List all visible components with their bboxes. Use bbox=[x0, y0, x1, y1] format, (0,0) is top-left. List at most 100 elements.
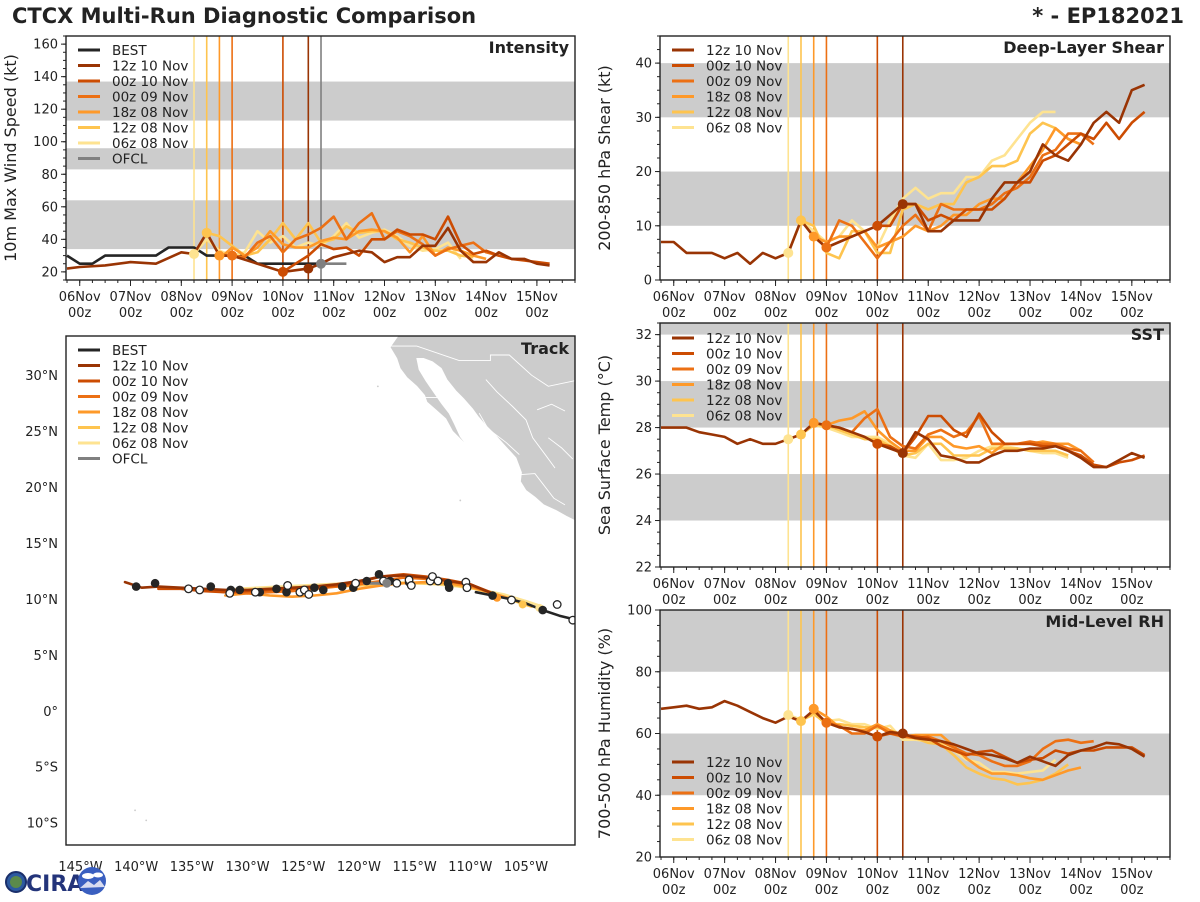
x-tick-label-hour: 00z bbox=[1069, 593, 1093, 608]
x-tick-label-hour: 00z bbox=[967, 883, 991, 898]
init-marker bbox=[783, 434, 794, 445]
lon-tick-label: 115°W bbox=[393, 860, 437, 875]
x-tick-label-hour: 00z bbox=[1120, 306, 1144, 321]
init-marker bbox=[795, 716, 806, 727]
series-group bbox=[661, 83, 1146, 266]
shaded-band bbox=[660, 733, 1170, 796]
x-tick-label-hour: 00z bbox=[866, 883, 890, 898]
x-tick-label-day: 09Nov bbox=[805, 867, 847, 882]
track-position-filled bbox=[337, 582, 347, 591]
legend-label: 00z 09 Nov bbox=[706, 786, 782, 802]
legend-label: 12z 10 Nov bbox=[706, 755, 782, 771]
x-tick-label-hour: 00z bbox=[967, 593, 991, 608]
series-line-best bbox=[66, 246, 321, 266]
series-line-00z-09-nov bbox=[826, 721, 1094, 768]
border-line bbox=[391, 345, 575, 387]
shaded-band bbox=[660, 323, 1170, 335]
series-line-12z-10-nov bbox=[66, 226, 550, 274]
cira-logo-text: CIRA bbox=[26, 872, 84, 897]
legend-label: 00z 09 Nov bbox=[706, 74, 782, 90]
panel-title: Deep-Layer Shear bbox=[1003, 38, 1164, 57]
legend-label: 00z 09 Nov bbox=[112, 390, 188, 406]
map-frame bbox=[65, 335, 576, 846]
x-tick-label-day: 14Nov bbox=[1060, 290, 1102, 305]
panel-title: Track bbox=[521, 339, 569, 358]
series-line-00z-10-nov bbox=[877, 110, 1146, 228]
x-tick-label-day: 12Nov bbox=[958, 290, 1000, 305]
track-position-open bbox=[427, 572, 437, 581]
y-tick-label: 26 bbox=[635, 468, 652, 483]
track-position-filled bbox=[310, 583, 319, 593]
init-marker bbox=[214, 250, 225, 261]
border-line bbox=[519, 473, 566, 506]
x-tick-label-hour: 00z bbox=[322, 306, 346, 321]
legend-label: 06z 08 Nov bbox=[706, 833, 782, 849]
track-position-open bbox=[304, 589, 314, 599]
border-line bbox=[548, 437, 574, 460]
lat-tick-label: 0° bbox=[43, 705, 58, 720]
legend-label: 12z 08 Nov bbox=[112, 121, 188, 137]
x-tick-label-day: 06Nov bbox=[59, 290, 101, 305]
x-tick-label-day: 13Nov bbox=[1009, 290, 1051, 305]
panel-title: SST bbox=[1131, 325, 1164, 344]
panel-title: Intensity bbox=[489, 38, 570, 57]
lon-tick-label: 140°W bbox=[114, 860, 158, 875]
shaded-band bbox=[660, 610, 1170, 672]
legend-label: 12z 08 Nov bbox=[112, 421, 188, 437]
series-line-12z-08-nov bbox=[800, 712, 1069, 786]
init-marker bbox=[897, 448, 908, 459]
x-tick-label-day: 11Nov bbox=[907, 867, 949, 882]
track-position-open bbox=[225, 588, 235, 598]
x-tick-label-hour: 00z bbox=[917, 593, 941, 608]
x-tick-label-hour: 00z bbox=[866, 306, 890, 321]
island bbox=[134, 809, 136, 812]
panel-title: Mid-Level RH bbox=[1045, 612, 1164, 631]
lat-tick-label: 5°N bbox=[34, 649, 59, 664]
track-position-open bbox=[507, 595, 516, 605]
x-tick-label-day: 15Nov bbox=[516, 290, 558, 305]
legend-label: 00z 10 Nov bbox=[112, 374, 188, 390]
legend-label: OFCL bbox=[112, 152, 148, 168]
init-marker bbox=[897, 728, 908, 739]
init-marker bbox=[795, 429, 806, 440]
x-tick-label-day: 09Nov bbox=[805, 577, 847, 592]
cira-logo-icon: CIRA bbox=[5, 867, 106, 897]
legend-label: 18z 08 Nov bbox=[706, 802, 782, 818]
y-tick-label: 80 bbox=[41, 168, 58, 183]
x-tick-label-hour: 00z bbox=[525, 306, 549, 321]
track-position-open bbox=[184, 584, 193, 594]
shear-panel: 01020304006Nov00z07Nov00z08Nov00z09Nov00… bbox=[595, 35, 1171, 321]
y-tick-label: 24 bbox=[635, 514, 652, 529]
x-tick-label-hour: 00z bbox=[170, 306, 194, 321]
legend-label: 06z 08 Nov bbox=[112, 436, 188, 452]
rh-panel: 2040608010006Nov00z07Nov00z08Nov00z09Nov… bbox=[595, 604, 1171, 898]
init-marker bbox=[808, 703, 819, 714]
track-position-open bbox=[433, 576, 443, 586]
y-tick-label: 100 bbox=[627, 604, 652, 619]
track-position-filled bbox=[272, 584, 281, 594]
track-position-filled bbox=[538, 605, 548, 615]
track-position-filled bbox=[282, 587, 291, 597]
figure-title: CTCX Multi-Run Diagnostic Comparison bbox=[12, 4, 477, 28]
x-tick-label-hour: 00z bbox=[1120, 593, 1144, 608]
init-marker bbox=[872, 438, 883, 449]
init-marker bbox=[277, 266, 288, 277]
init-marker bbox=[795, 215, 806, 226]
legend-label: 12z 08 Nov bbox=[706, 105, 782, 121]
x-tick-label-day: 11Nov bbox=[313, 290, 355, 305]
legend-label: 18z 08 Nov bbox=[112, 405, 188, 421]
legend-label: 18z 08 Nov bbox=[706, 90, 782, 106]
x-tick-label-day: 08Nov bbox=[160, 290, 202, 305]
y-tick-label: 22 bbox=[635, 561, 652, 576]
x-tick-label-hour: 00z bbox=[373, 306, 397, 321]
x-tick-label-hour: 00z bbox=[1069, 883, 1093, 898]
x-tick-label-hour: 00z bbox=[1069, 306, 1093, 321]
x-tick-label-hour: 00z bbox=[917, 883, 941, 898]
x-tick-label-hour: 00z bbox=[967, 306, 991, 321]
init-marker bbox=[201, 227, 212, 238]
x-tick-label-day: 13Nov bbox=[1009, 577, 1051, 592]
legend-label: 12z 10 Nov bbox=[706, 43, 782, 59]
track-position-filled bbox=[444, 583, 454, 593]
x-tick-label-day: 06Nov bbox=[653, 290, 695, 305]
init-marker bbox=[821, 242, 832, 253]
